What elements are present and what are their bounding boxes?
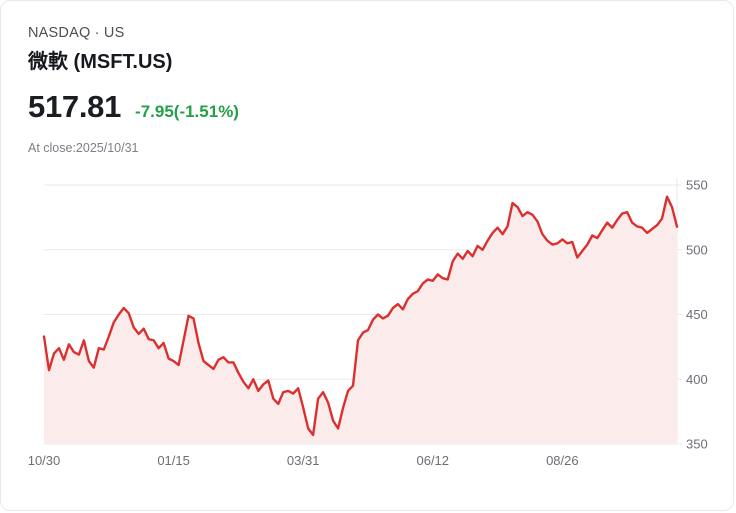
y-axis-label: 500 (686, 242, 708, 257)
stock-title: 微軟 (MSFT.US) (28, 51, 173, 73)
y-axis-label: 400 (686, 372, 708, 387)
x-axis-label: 01/15 (157, 453, 190, 468)
x-axis-label: 08/26 (546, 453, 579, 468)
x-axis-label: 06/12 (416, 453, 449, 468)
y-axis-label: 450 (686, 307, 708, 322)
area-fill (44, 196, 677, 444)
price-row: 517.81 -7.95(-1.51%) (28, 89, 239, 125)
last-price: 517.81 (28, 89, 122, 124)
price-line (42, 195, 679, 437)
close-time-label: At close:2025/10/31 (28, 141, 139, 155)
exchange-label: NASDAQ · US (28, 25, 125, 41)
y-axis-label: 350 (686, 437, 708, 452)
x-axis-label: 03/31 (287, 453, 320, 468)
x-axis-label: 10/30 (28, 453, 61, 468)
price-change: -7.95(-1.51%) (135, 102, 239, 121)
y-axis-label: 550 (686, 178, 708, 193)
